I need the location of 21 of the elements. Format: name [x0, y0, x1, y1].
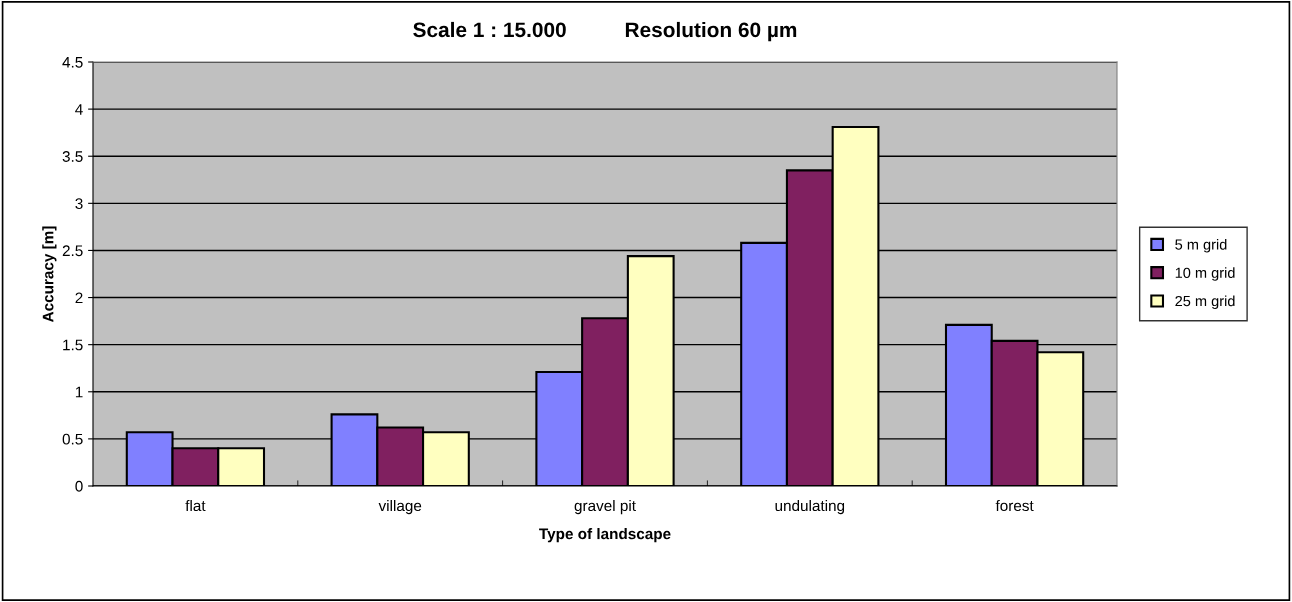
chart-title: Scale 1 : 15.000 Resolution 60 µm [413, 21, 797, 42]
y-tick-label: 2 [75, 292, 83, 304]
x-axis-title: Type of landscape [539, 528, 671, 543]
y-tick-label: 1 [75, 386, 83, 398]
y-axis-title: Accuracy [m] [42, 226, 57, 323]
x-tick-label: forest [995, 499, 1034, 512]
legend-label: 25 m grid [1175, 295, 1235, 310]
x-tick-label: flat [185, 499, 206, 512]
y-tick-label: 4 [75, 104, 83, 115]
y-tick-label: 1.5 [63, 339, 83, 351]
legend-label: 10 m grid [1175, 267, 1235, 281]
x-tick-label: gravel pit [574, 499, 636, 515]
y-tick-label: 0.5 [62, 433, 83, 445]
y-tick-label: 0 [75, 480, 83, 492]
y-tick-label: 3.5 [62, 151, 83, 162]
y-tick-label: 4.5 [62, 57, 83, 68]
y-tick-label: 2.5 [62, 245, 83, 257]
y-tick-label: 3 [75, 198, 83, 210]
x-tick-label: village [378, 499, 422, 515]
legend-label: 5 m grid [1175, 238, 1227, 253]
x-tick-label: undulating [775, 499, 845, 515]
